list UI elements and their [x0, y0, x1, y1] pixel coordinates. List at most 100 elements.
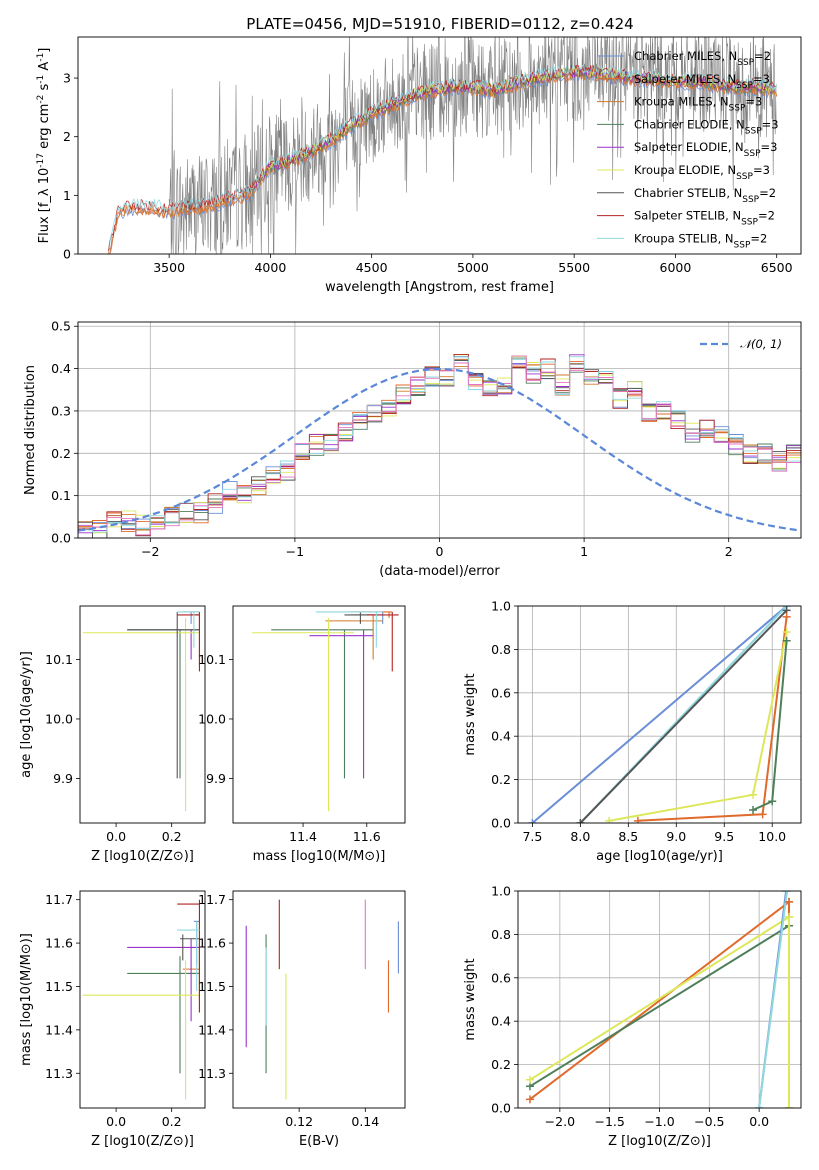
- label-part: Salpeter STELIB, N: [634, 209, 741, 223]
- label-part: ]: [37, 48, 52, 53]
- label-part: SSP: [745, 126, 762, 136]
- point-marker: [758, 810, 767, 819]
- legend-label: Chabrier STELIB, NSSP=2: [634, 186, 776, 205]
- label-part: Z [log10(Z/Z⊙)]: [608, 1134, 711, 1149]
- plot-area: [82, 899, 200, 1100]
- legend-label: Chabrier ELODIE, NSSP=3: [634, 117, 779, 136]
- point-marker: [749, 790, 758, 799]
- x-tick-label: 3500: [153, 260, 185, 275]
- x-tick-label: 6500: [761, 260, 793, 275]
- label-part: SSP: [737, 58, 754, 68]
- x-tick-label: 0.0: [106, 1114, 126, 1129]
- label-part: -2: [36, 95, 46, 104]
- label-part: =2: [754, 49, 771, 63]
- x-tick-label: −1: [286, 544, 304, 559]
- label-part: SSP: [736, 81, 753, 91]
- y-tick-label: 11.6: [198, 936, 226, 951]
- x-tick-label: 0.14: [351, 1114, 379, 1129]
- weight-line: [529, 916, 790, 1081]
- x-axis-label: E(B-V): [299, 1134, 339, 1149]
- x-tick-label: 4500: [356, 260, 388, 275]
- label-part: -17: [36, 153, 46, 168]
- label-part: Chabrier STELIB, N: [634, 186, 742, 200]
- y-tick-label: 9.9: [53, 771, 73, 786]
- label-part: Chabrier ELODIE, N: [634, 117, 745, 131]
- panel-mass-vs-EBV: 0.12 0.14 11.3 11.4 11.5 11.6 11.7 E(B-V): [198, 890, 406, 1149]
- x-tick-label: 1: [580, 544, 588, 559]
- axes-frame: [77, 321, 802, 539]
- label-part: -1: [36, 53, 46, 62]
- label-part: Z [log10(Z/Z⊙)]: [91, 1134, 194, 1149]
- y-tick-label: 0.5: [51, 319, 71, 334]
- histogram-series: [78, 353, 801, 536]
- plot-area: [245, 899, 399, 1100]
- x-tick-label: 9.0: [666, 829, 686, 844]
- label-part: Kroupa ELODIE, N: [634, 163, 736, 177]
- x-tick-label: −0.5: [694, 1114, 724, 1129]
- x-axis-label: (data-model)/error: [379, 564, 500, 579]
- weight-line: [637, 616, 788, 822]
- label-part: =3: [753, 72, 770, 86]
- y-tick-label: 0.2: [491, 772, 511, 787]
- axes-frame: [517, 890, 802, 1109]
- axes-frame: [232, 605, 406, 824]
- y-tick-label: 1.0: [491, 884, 511, 899]
- point-marker: [525, 1095, 534, 1104]
- y-tick-label: 1: [63, 188, 71, 203]
- panel-residuals: −2 −1 0 1 2 0.0 0.1 0.2 0.3 0.4 0.5 (data-model)/er…: [23, 319, 802, 579]
- label-part: mass [log10(M/M⊙)]: [253, 849, 386, 864]
- label-part: Z [log10(Z/Z⊙)]: [91, 849, 194, 864]
- weight-line: [579, 609, 788, 823]
- label-part: A: [37, 62, 52, 75]
- x-tick-label: 0.0: [106, 829, 126, 844]
- label-part: -1: [36, 75, 46, 84]
- axes-frame: [79, 890, 206, 1109]
- axes-frame: [232, 890, 406, 1109]
- y-tick-label: 0.6: [491, 970, 511, 985]
- normal-curve: [78, 367, 799, 532]
- axes-frame: [79, 605, 206, 824]
- label-part: SSP: [734, 240, 751, 250]
- label-part: SSP: [742, 195, 759, 205]
- label-part: wavelength [Angstrom, rest frame]: [325, 280, 554, 295]
- panel-weight-vs-age: 7.5 8.0 8.5 9.0 9.5 10.0 0.0 0.2 0.4 0.6 0.8 1.0 age…: [463, 599, 802, 864]
- label-part: Flux [f_λ 10: [37, 168, 52, 244]
- y-tick-label: 0.0: [491, 1101, 511, 1116]
- weight-line: [608, 631, 788, 822]
- point-marker: [633, 816, 642, 823]
- panels: 3500 4000 4500 5000 5500 6000 6500 0 1 2 3 waveleng…: [19, 36, 802, 1149]
- histogram-series: [78, 356, 801, 533]
- x-axis-label: age [log10(age/yr)]: [596, 849, 723, 864]
- label-part: mass [log10(M/M⊙)]: [19, 933, 34, 1066]
- y-tick-label: 0.1: [51, 488, 71, 503]
- label-part: =2: [758, 209, 775, 223]
- x-tick-label: 5000: [457, 260, 489, 275]
- x-axis-label: mass [log10(M/M⊙)]: [253, 849, 386, 864]
- weight-line: [531, 606, 788, 823]
- legend-label: 𝒩(0, 1): [740, 337, 782, 351]
- x-tick-label: 10.0: [758, 829, 786, 844]
- y-tick-label: 0.2: [491, 1057, 511, 1072]
- y-tick-label: 10.0: [45, 711, 73, 726]
- y-axis-label: Normed distribution: [23, 365, 38, 495]
- legend-label: Chabrier MILES, NSSP=2: [634, 49, 771, 68]
- x-tick-label: 5500: [558, 260, 590, 275]
- x-axis-label: wavelength [Angstrom, rest frame]: [325, 280, 554, 295]
- x-tick-label: 0: [436, 544, 444, 559]
- panel-age-vs-mass: 11.4 11.6 9.9 10.0 10.1 mass [log10(M/M⊙)]: [198, 605, 406, 864]
- y-tick-label: 0.4: [491, 729, 511, 744]
- x-tick-label: 11.4: [289, 829, 317, 844]
- histogram-series: [78, 355, 801, 536]
- weight-line: [529, 901, 790, 1101]
- label-part: =3: [761, 140, 778, 154]
- point-marker: [783, 891, 792, 895]
- plot-area: [108, 37, 778, 254]
- legend-label: Kroupa MILES, NSSP=3: [634, 95, 762, 114]
- label-part: =3: [745, 95, 762, 109]
- y-tick-label: 11.4: [198, 1022, 226, 1037]
- y-tick-label: 3: [63, 71, 71, 86]
- y-tick-label: 0.0: [491, 816, 511, 831]
- panel-mass-vs-Z: 0.0 0.2 11.3 11.4 11.5 11.6 11.7 Z [log10(Z/Z⊙)…: [19, 890, 206, 1149]
- label-part: =3: [753, 163, 770, 177]
